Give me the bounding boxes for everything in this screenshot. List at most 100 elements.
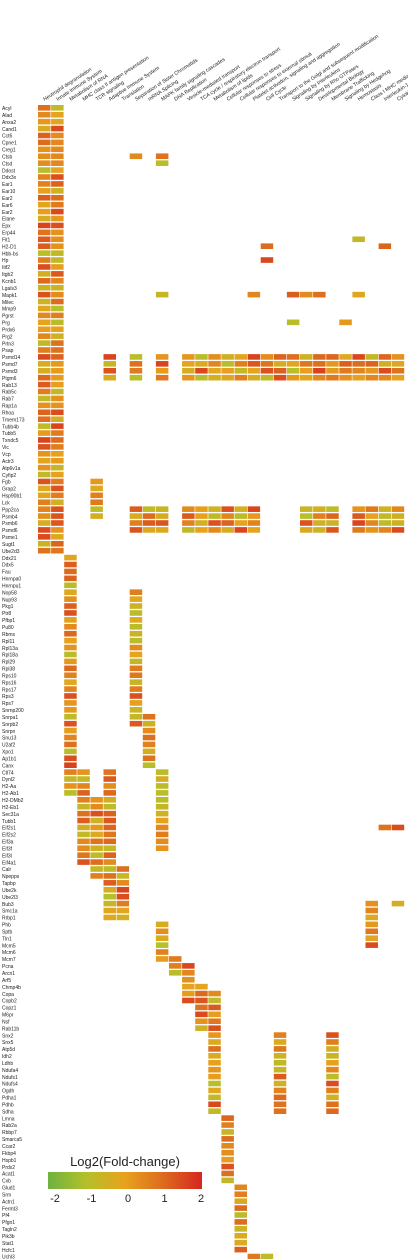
heatmap-cell xyxy=(90,873,103,879)
row-label: Canx xyxy=(2,763,14,769)
row-label: Ddx3x xyxy=(2,175,17,181)
heatmap-cell xyxy=(64,755,77,762)
heatmap-cell xyxy=(221,1122,234,1128)
heatmap-cell xyxy=(142,748,156,755)
heatmap-cell xyxy=(77,845,90,852)
heatmap-cell xyxy=(90,866,103,872)
heatmap-cell xyxy=(51,416,64,422)
heatmap-cell xyxy=(326,527,339,533)
heatmap-cell xyxy=(129,603,143,609)
heatmap-cell xyxy=(51,215,64,222)
row-label: Psap xyxy=(2,348,14,354)
row-label: Tmem173 xyxy=(2,417,25,423)
heatmap-cell xyxy=(38,367,51,374)
row-label: Ctl74 xyxy=(2,770,14,776)
heatmap-cell xyxy=(155,838,169,845)
heatmap-cell xyxy=(142,513,156,519)
row-label: Glud1 xyxy=(2,1186,16,1192)
heatmap-cell xyxy=(221,1115,234,1121)
heatmap-cell xyxy=(64,644,77,651)
row-label: Sec31a xyxy=(2,812,19,818)
heatmap-cell xyxy=(38,132,51,139)
heatmap-cell xyxy=(300,367,313,374)
heatmap-cell xyxy=(38,395,51,402)
heatmap-cell xyxy=(51,257,64,263)
heatmap-cell xyxy=(90,803,103,810)
heatmap-cell xyxy=(195,997,208,1004)
row-label: Hspb1 xyxy=(2,1158,17,1164)
heatmap-cell xyxy=(38,236,51,243)
heatmap-cell xyxy=(116,893,130,900)
heatmap-cell xyxy=(195,374,208,381)
heatmap-cell xyxy=(90,513,103,519)
heatmap-cell xyxy=(38,534,51,540)
row-label: Rpl13a xyxy=(2,646,18,652)
heatmap-cell xyxy=(326,1032,339,1038)
row-label: Sptb xyxy=(2,929,13,935)
row-label: Rpl29 xyxy=(2,660,15,666)
heatmap-cell xyxy=(38,201,51,208)
heatmap-cell xyxy=(51,118,64,125)
heatmap-cell xyxy=(129,693,143,699)
heatmap-cell xyxy=(221,367,234,374)
heatmap-cell xyxy=(142,520,156,526)
heatmap-cell xyxy=(103,354,116,360)
row-label: Ldhb xyxy=(2,1061,13,1067)
heatmap-cell xyxy=(77,790,90,796)
heatmap-cell xyxy=(129,610,143,616)
heatmap-cell xyxy=(129,658,143,665)
heatmap-cell xyxy=(365,354,378,360)
row-label: Prdx6 xyxy=(2,327,15,333)
heatmap-cell xyxy=(155,367,169,374)
row-label: Ube2d3 xyxy=(2,549,20,555)
heatmap-cell xyxy=(195,990,208,997)
heatmap-cell xyxy=(352,374,365,381)
heatmap-cell xyxy=(352,520,365,526)
heatmap-cell xyxy=(247,374,261,381)
heatmap-cell xyxy=(378,374,392,381)
heatmap-cell xyxy=(77,769,90,775)
heatmap-cell xyxy=(221,1136,234,1142)
heatmap-cell xyxy=(103,831,116,838)
heatmap-cell xyxy=(365,374,378,381)
heatmap-cell xyxy=(64,665,77,672)
heatmap-cell xyxy=(38,111,51,118)
heatmap-cell xyxy=(234,361,247,367)
row-label: Fermt3 xyxy=(2,1206,18,1212)
row-label: Ear10 xyxy=(2,189,16,195)
heatmap-cell xyxy=(155,810,169,817)
heatmap-cell xyxy=(51,229,64,236)
row-label: Rps10 xyxy=(2,673,17,679)
row-label: Cpne1 xyxy=(2,141,17,147)
heatmap-cell xyxy=(221,1149,234,1156)
heatmap-cell xyxy=(51,451,64,457)
heatmap-cell xyxy=(77,817,90,824)
heatmap-cell xyxy=(38,499,51,506)
heatmap-cell xyxy=(51,492,64,499)
heatmap-cell xyxy=(273,354,287,360)
heatmap-cell xyxy=(326,1101,339,1108)
heatmap-cell xyxy=(300,513,313,519)
heatmap-cell xyxy=(64,700,77,706)
heatmap-cell xyxy=(116,900,130,907)
heatmap-cell xyxy=(300,361,313,367)
heatmap-cell xyxy=(142,527,156,533)
row-label: Bub3 xyxy=(2,902,14,908)
row-label: H2-Aa xyxy=(2,784,16,790)
heatmap-cell xyxy=(247,354,261,360)
row-label: Pfbp1 xyxy=(2,618,15,624)
heatmap-cell xyxy=(38,492,51,499)
heatmap-cell xyxy=(391,367,405,374)
heatmap-cell xyxy=(326,361,339,367)
heatmap-cell xyxy=(129,527,143,533)
heatmap-cell xyxy=(103,845,116,852)
row-label: Rbms xyxy=(2,632,16,638)
heatmap-cell xyxy=(51,174,64,180)
heatmap-cell xyxy=(221,1177,234,1184)
heatmap-cell xyxy=(365,942,378,948)
heatmap-cell xyxy=(129,672,143,679)
row-label: Fgb xyxy=(2,480,11,486)
heatmap-cell xyxy=(38,388,51,395)
heatmap-cell xyxy=(169,963,182,969)
